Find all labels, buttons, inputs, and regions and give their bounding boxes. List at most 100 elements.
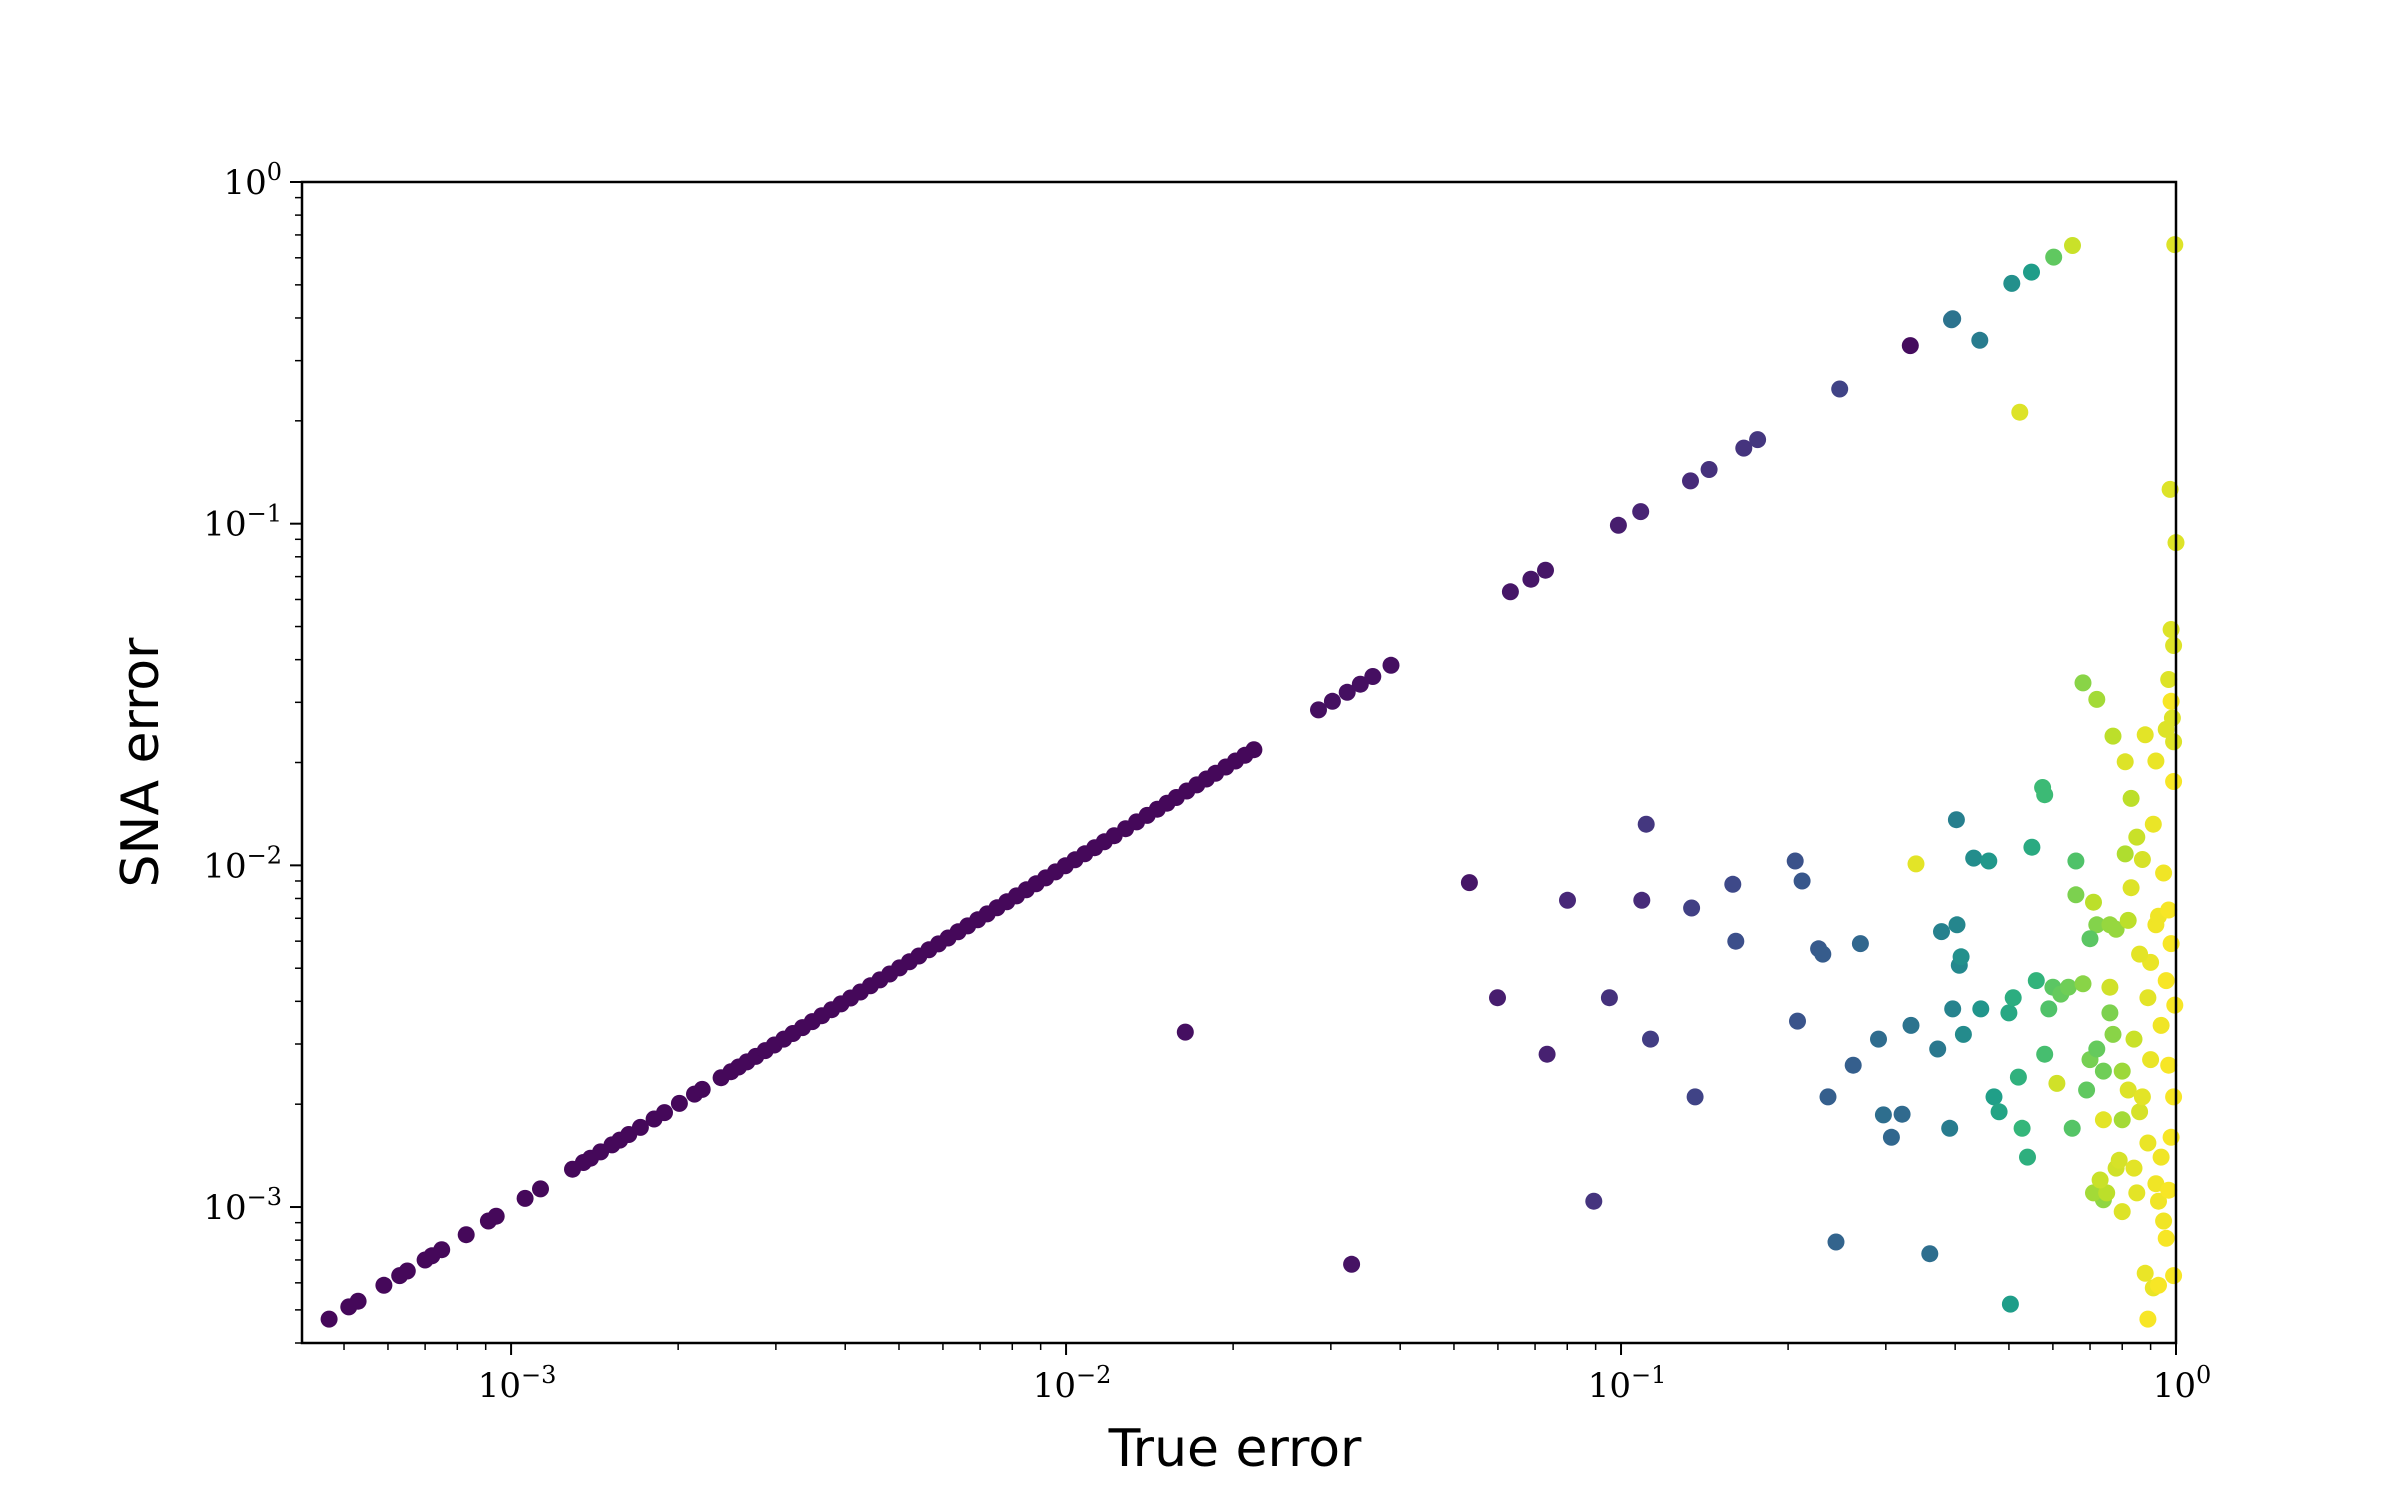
data-point [398,1262,416,1280]
data-point [2091,1171,2109,1189]
data-point [2160,1181,2178,1199]
data-point [670,1094,688,1112]
data-point [1727,932,1745,950]
data-point [1947,811,1965,829]
data-point [2157,720,2175,738]
data-point [1819,1088,1837,1106]
data-point [2142,1051,2160,1069]
data-point [1749,431,1767,449]
data-point [2136,726,2154,744]
data-point [2098,1184,2116,1202]
data-point [2036,786,2054,804]
data-point [2101,1004,2119,1022]
data-point [2160,671,2178,688]
data-point [1980,852,1998,870]
data-point [1831,380,1849,398]
data-point [1789,1012,1806,1030]
data-point [1343,1255,1361,1273]
x-tick-label: 10−1 [1588,1361,1667,1406]
data-point [1351,675,1369,693]
data-point [1632,503,1650,521]
data-point [2157,972,2175,990]
data-point [2116,753,2134,771]
data-point [1943,311,1960,329]
data-point [1902,1016,1920,1034]
data-point [1971,331,1989,349]
data-point [2067,886,2085,904]
data-point [2136,1264,2154,1282]
x-tick-label: 100 [2153,1361,2212,1406]
data-points [320,236,2185,1328]
data-point [1985,1088,2003,1106]
data-point [1933,923,1950,941]
data-point [1851,935,1869,953]
data-point [2125,1159,2143,1177]
data-point [1700,461,1718,478]
data-point [2150,1192,2167,1210]
data-point [2113,1203,2131,1221]
data-point [2085,1184,2102,1202]
data-point [2088,690,2106,708]
data-point [1901,337,1919,355]
data-point [532,1180,549,1198]
data-point [2107,920,2125,938]
y-axis-ticks: 10−3 10−2 10−1 100 [203,158,302,1344]
data-point [2128,1184,2146,1202]
data-point [1600,989,1618,1007]
data-point [457,1226,475,1244]
y-tick-label: 10−2 [203,841,282,886]
data-point [1929,1040,1947,1058]
data-point [656,1104,673,1122]
data-point [1786,852,1804,870]
data-point [1559,891,1576,909]
data-point [2139,1310,2157,1328]
data-point [1948,916,1966,934]
data-point [1633,891,1651,909]
x-axis-ticks: 10−3 10−2 10−1 100 [343,1343,2212,1406]
data-point [2150,1276,2167,1294]
data-point [2116,845,2134,863]
data-point [2013,1119,2031,1137]
data-point [1870,1030,1887,1048]
data-point [1522,570,1540,588]
data-point [2074,975,2092,993]
data-point [2081,930,2099,948]
x-tick-label: 10−3 [478,1361,557,1406]
data-point [2085,893,2102,911]
data-point [1921,1245,1939,1263]
data-point [2074,674,2092,692]
data-point [1585,1192,1603,1210]
data-point [693,1080,711,1098]
data-point [2067,852,2085,870]
data-point [1642,1030,1659,1048]
data-point [2119,1081,2137,1099]
data-point [2152,1148,2170,1166]
data-point [1944,1000,1962,1018]
data-point [2160,1056,2178,1074]
data-point [1245,741,1263,759]
data-point [2119,911,2137,929]
data-point [1827,1233,1845,1251]
data-point [1814,945,1832,963]
data-point [2094,1111,2112,1129]
data-point [2165,733,2183,751]
data-point [1338,683,1356,701]
data-point [1874,1106,1892,1124]
data-point [2088,916,2106,934]
data-point [2122,879,2140,897]
data-point [1952,948,1970,966]
data-point [1965,849,1983,867]
data-point [2048,1074,2066,1092]
data-point [2001,1295,2019,1313]
x-axis-title: True error [1108,1419,1362,1479]
data-point [1990,1103,2008,1121]
data-point [1724,875,1742,893]
data-point [2139,989,2157,1007]
data-point [1907,855,1925,873]
data-point [2104,727,2122,745]
data-point [2165,1267,2183,1285]
data-point [320,1310,338,1328]
data-point [2003,274,2021,292]
data-point [1501,583,1519,601]
